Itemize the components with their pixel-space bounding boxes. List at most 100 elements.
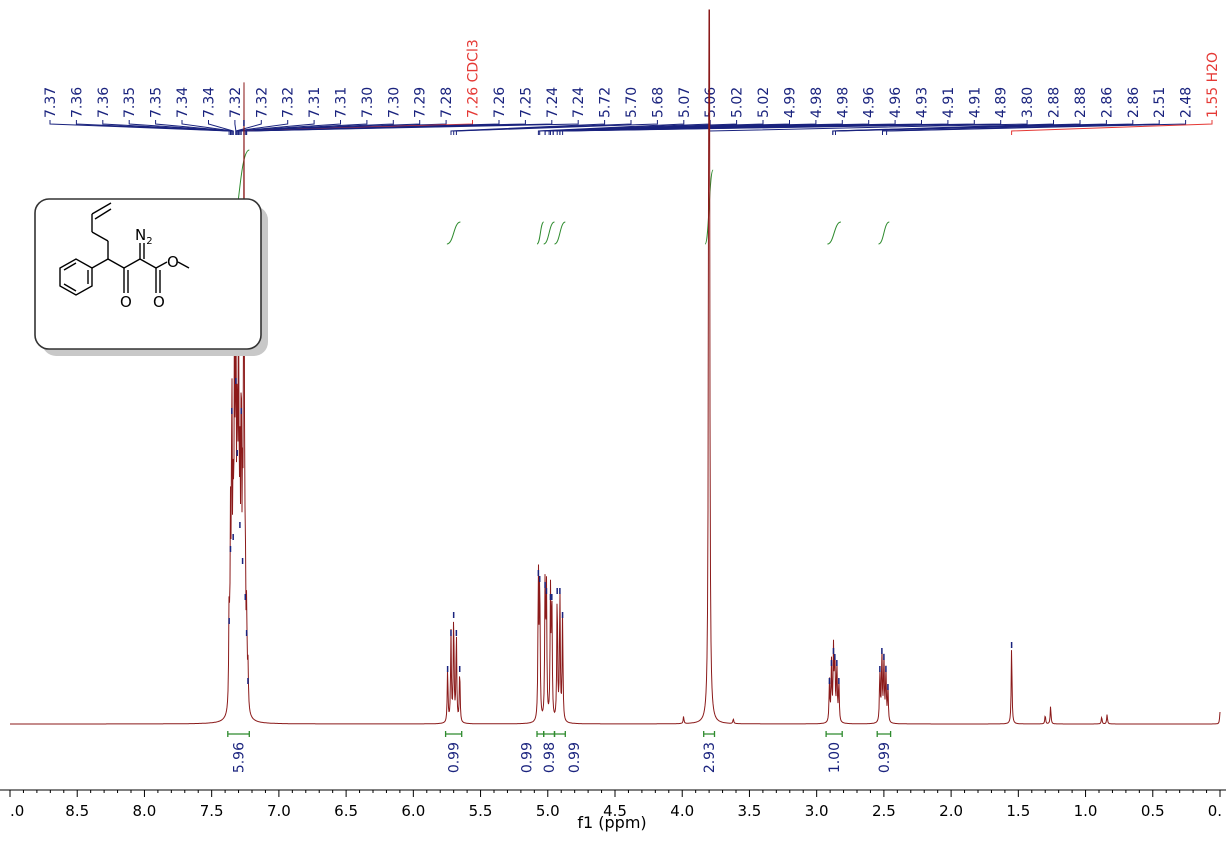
peak-label: 7.31 <box>307 87 323 118</box>
integral-bracket <box>536 731 545 737</box>
x-tick-label: 0. <box>1208 802 1222 820</box>
peak-label: 7.30 <box>360 87 376 118</box>
peak-label: 2.88 <box>1047 87 1063 118</box>
peak-label: 2.86 <box>1099 87 1115 118</box>
integral-bracket <box>543 731 556 737</box>
phenyl-ring <box>59 258 93 296</box>
structure-inset: N2 O O O <box>34 198 268 356</box>
peak-label: 7.26 <box>492 87 508 118</box>
peak-leader-line <box>1011 120 1213 135</box>
integral-curve <box>878 221 890 245</box>
peak-label: 4.91 <box>941 87 957 118</box>
peak-label: 7.35 <box>122 87 138 118</box>
peak-label: 7.30 <box>386 87 402 118</box>
x-axis: .0 8.5 8.0 7.5 7.0 6.5 6.0 5.5 5.0 4.5 4.0 3.5 3.0 2.… <box>0 789 1226 820</box>
peak-label: 1.55 H2O <box>1205 52 1221 118</box>
integral-bracket <box>227 731 250 737</box>
ester-o-bond <box>155 261 168 269</box>
x-tick-label: 7.5 <box>200 802 224 820</box>
integral-bracket <box>553 731 566 737</box>
peak-label: 7.32 <box>254 87 270 118</box>
x-tick-label: 0.5 <box>1141 802 1165 820</box>
x-axis-title: f1 (ppm) <box>577 813 646 832</box>
peak-leader-line <box>453 120 632 135</box>
ester-carbon-bond <box>139 258 157 269</box>
peak-label: 4.98 <box>809 87 825 118</box>
peak-label: 7.24 <box>571 87 587 118</box>
phenyl-inner-bond-2 <box>63 283 77 292</box>
peak-label: 7.25 <box>518 87 534 118</box>
phenyl-link-bond <box>91 258 109 269</box>
diazo-n-label: N2 <box>135 226 153 247</box>
diazo-subscript: 2 <box>146 236 152 247</box>
peak-label: 7.34 <box>202 87 218 118</box>
integral-value: 2.93 <box>702 742 718 773</box>
peak-label: 4.99 <box>783 87 799 118</box>
integral-value: 0.99 <box>519 742 535 773</box>
peak-label: 4.91 <box>967 87 983 118</box>
phenyl-inner-bond-1 <box>63 262 77 271</box>
integral-curve <box>543 221 555 245</box>
peak-label: 2.51 <box>1152 87 1168 118</box>
peak-leader-line <box>49 120 230 135</box>
peak-label: 2.48 <box>1179 87 1195 118</box>
chain-bond-2 <box>91 231 109 242</box>
peak-label-layer: 7.37 7.36 7.36 7.35 7.35 7.34 7.34 7.32 7.32 7.32… <box>43 39 1221 135</box>
integral-value: 0.99 <box>877 742 893 773</box>
integral-bracket <box>703 731 716 737</box>
ester-carbonyl-o-label: O <box>153 293 165 311</box>
integral-curve <box>704 169 714 245</box>
peak-label: 4.93 <box>915 87 931 118</box>
x-tick-label: 8.5 <box>65 802 89 820</box>
x-tick-label: 3.5 <box>738 802 762 820</box>
integral-curve-layer <box>227 149 890 246</box>
integral-curve <box>554 221 566 245</box>
x-tick-label: 6.0 <box>401 802 425 820</box>
ketone-o-label: O <box>120 293 132 311</box>
peak-label: 7.32 <box>228 87 244 118</box>
x-tick-label: 1.0 <box>1074 802 1098 820</box>
peak-label: 7.34 <box>175 87 191 118</box>
integral-value: 1.00 <box>827 742 843 773</box>
spectrum-trace <box>10 9 1221 725</box>
peak-leader-line <box>835 120 1134 135</box>
peak-label: 7.29 <box>413 87 429 118</box>
peak-label: 2.88 <box>1073 87 1089 118</box>
diazo-carbon-bond <box>123 258 141 269</box>
peak-leader-line <box>155 120 233 135</box>
x-tick-label: 5.0 <box>536 802 560 820</box>
peak-label: 5.02 <box>756 87 772 118</box>
integral-value: 5.96 <box>232 742 248 773</box>
ester-o-label: O <box>167 253 179 271</box>
vinyl-double-bond-1 <box>91 202 112 215</box>
peak-leader-line <box>238 120 394 135</box>
peak-label: 5.07 <box>677 87 693 118</box>
peak-leader-line <box>450 120 606 135</box>
peak-leader-line <box>562 120 1002 135</box>
peak-leader-line <box>236 120 341 135</box>
x-tick-label: 5.5 <box>469 802 493 820</box>
peak-label: 4.96 <box>862 87 878 118</box>
peak-label: 7.28 <box>439 87 455 118</box>
structure-box <box>34 198 262 350</box>
peak-leader-line <box>246 120 579 135</box>
peak-label: 5.02 <box>730 87 746 118</box>
peak-leader-line <box>102 120 231 135</box>
peak-label: 7.37 <box>43 87 59 118</box>
peak-label: 5.70 <box>624 87 640 118</box>
spectrum-layer <box>10 9 1221 725</box>
integral-bracket <box>825 731 843 737</box>
peak-leader-line <box>455 120 658 135</box>
peak-label: 4.98 <box>835 87 851 118</box>
methyl-bond <box>177 261 190 269</box>
integral-value: 0.99 <box>447 742 463 773</box>
peak-label: 7.31 <box>334 87 350 118</box>
x-tick-label: 6.5 <box>334 802 358 820</box>
peak-label: 7.24 <box>545 87 561 118</box>
x-tick-label: 1.5 <box>1006 802 1030 820</box>
integral-value: 0.98 <box>542 742 558 773</box>
peak-leader-line <box>886 120 1187 135</box>
peak-leader-line <box>539 120 711 135</box>
peak-label: 7.35 <box>149 87 165 118</box>
